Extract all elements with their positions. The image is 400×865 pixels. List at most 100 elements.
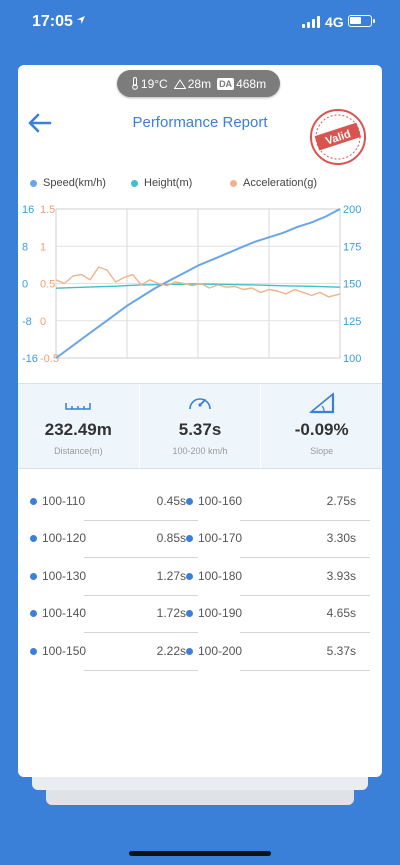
tick-label-height: 16 — [22, 204, 34, 216]
stat-value: -0.09% — [294, 420, 349, 439]
list-item: 100-110 0.45s — [30, 490, 200, 527]
divider — [240, 595, 370, 596]
split-range: 100-170 — [198, 531, 243, 545]
speedometer-icon — [189, 398, 211, 410]
home-indicator[interactable] — [129, 851, 271, 856]
tick-label-height: -8 — [22, 316, 32, 328]
ruler-icon — [65, 403, 92, 410]
temperature-item: 19°C — [131, 77, 168, 91]
divider — [240, 520, 370, 521]
divider — [84, 557, 198, 558]
stat-distance: 232.49m Distance(m) — [18, 384, 139, 468]
status-bar: 17:05 4G — [0, 0, 400, 44]
split-range: 100-190 — [198, 606, 243, 620]
legend-height: Height(m) — [131, 177, 192, 189]
legend-label: Acceleration(g) — [243, 177, 317, 189]
list-item: 100-120 0.85s — [30, 527, 200, 564]
list-item: 100-130 1.27s — [30, 565, 200, 602]
tick-label-acceleration: 1 — [40, 241, 46, 253]
divider — [240, 670, 370, 671]
tick-label-acceleration: 0 — [40, 316, 46, 328]
split-time: 3.30s — [326, 531, 356, 545]
tick-label-height: 8 — [22, 241, 28, 253]
tick-label-speed: 175 — [343, 241, 361, 253]
split-range: 100-200 — [198, 644, 243, 658]
mountain-icon — [173, 78, 186, 89]
location-arrow-icon — [76, 14, 86, 28]
legend-speed: Speed(km/h) — [30, 177, 106, 189]
split-range: 100-130 — [42, 569, 87, 583]
split-time: 5.37s — [326, 644, 356, 658]
stamp-text: Valid — [324, 128, 352, 147]
stat-label: Distance(m) — [54, 446, 103, 456]
density-item: DA 468m — [217, 77, 266, 91]
divider — [84, 632, 198, 633]
legend-dot-icon — [131, 179, 138, 187]
stat-slope: -0.09% Slope — [260, 384, 382, 468]
tick-label-height: -16 — [22, 353, 38, 365]
tick-label-acceleration: 1.5 — [40, 204, 55, 216]
page-title: Performance Report — [132, 114, 268, 131]
bullet-dot-icon — [186, 498, 193, 505]
altitude-value: 28m — [187, 76, 212, 91]
list-item: 100-180 3.93s — [186, 565, 370, 602]
bullet-dot-icon — [186, 648, 193, 655]
performance-chart: 16 8 0 -8 -16 1.5 1 0.5 0 -0.5 200 175 150 125 100 — [22, 204, 361, 365]
list-item: 100-160 2.75s — [186, 490, 370, 527]
tick-label-speed: 150 — [343, 279, 361, 291]
report-card: 19°C 28m DA 468m Performance Report Vali… — [18, 65, 382, 777]
chart-legend: Speed(km/h) Height(m) Acceleration(g) — [18, 177, 382, 193]
signal-icon — [302, 16, 322, 28]
split-time: 3.93s — [326, 569, 356, 583]
split-range: 100-120 — [42, 531, 87, 545]
split-range: 100-160 — [198, 494, 243, 508]
legend-label: Height(m) — [144, 177, 193, 189]
stats-panel: 232.49m Distance(m) 5.37s 100-200 km/h -… — [18, 383, 382, 469]
split-time: 0.85s — [156, 531, 186, 545]
temperature-value: 19°C — [140, 76, 168, 91]
altitude-item: 28m — [173, 76, 212, 91]
list-item: 100-200 5.37s — [186, 640, 370, 677]
density-badge: DA — [217, 77, 235, 90]
bullet-dot-icon — [186, 573, 193, 580]
divider — [84, 520, 198, 521]
list-item: 100-190 4.65s — [186, 602, 370, 639]
series-line-acceleration — [55, 266, 341, 298]
legend-dot-icon — [30, 179, 37, 187]
split-range: 100-150 — [42, 644, 87, 658]
split-time: 2.22s — [156, 644, 186, 658]
valid-stamp: Valid — [308, 107, 368, 167]
divider — [84, 595, 198, 596]
slope-icon — [308, 392, 334, 414]
bullet-dot-icon — [30, 535, 37, 542]
split-time: 2.75s — [326, 494, 356, 508]
split-time: 0.45s — [156, 494, 186, 508]
bullet-dot-icon — [186, 610, 193, 617]
series-line-speed — [55, 208, 341, 359]
divider — [84, 670, 198, 671]
bullet-dot-icon — [30, 648, 37, 655]
tick-label-speed: 125 — [343, 316, 361, 328]
legend-dot-icon — [230, 179, 237, 187]
status-time: 17:05 — [32, 13, 73, 30]
legend-label: Speed(km/h) — [43, 177, 106, 189]
split-time: 4.65s — [326, 606, 356, 620]
list-item: 100-150 2.22s — [30, 640, 200, 677]
divider — [240, 557, 370, 558]
network-type: 4G — [325, 14, 344, 30]
bullet-dot-icon — [186, 535, 193, 542]
bullet-dot-icon — [30, 610, 37, 617]
stat-value: 232.49m — [44, 420, 112, 439]
tick-label-speed: 200 — [343, 204, 361, 216]
bullet-dot-icon — [30, 498, 37, 505]
stat-label: 100-200 km/h — [172, 446, 228, 456]
back-arrow-icon — [28, 113, 52, 133]
thermometer-icon — [132, 77, 138, 90]
back-button[interactable] — [26, 109, 54, 137]
list-item: 100-170 3.30s — [186, 527, 370, 564]
stat-label: Slope — [310, 446, 334, 456]
split-time: 1.72s — [156, 606, 186, 620]
stat-time: 5.37s 100-200 km/h — [138, 384, 261, 468]
split-time: 1.27s — [156, 569, 186, 583]
tick-label-height: 0 — [22, 279, 28, 291]
